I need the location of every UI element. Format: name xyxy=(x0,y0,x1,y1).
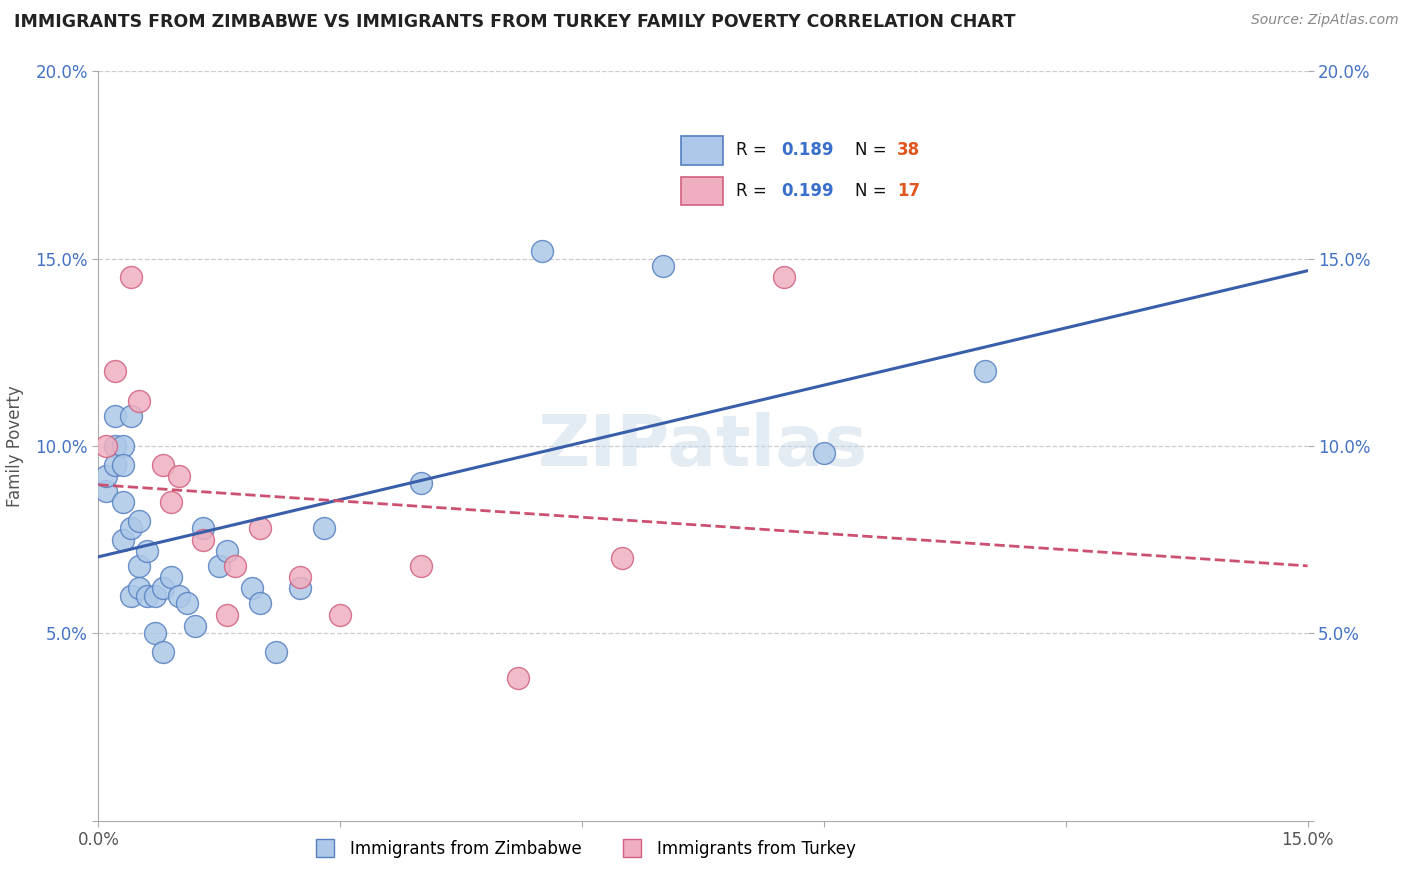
Point xyxy=(506,671,529,685)
Point xyxy=(103,439,125,453)
Point xyxy=(120,521,142,535)
Point xyxy=(135,544,157,558)
Text: 0.199: 0.199 xyxy=(782,182,834,200)
Point xyxy=(128,558,150,573)
Point xyxy=(152,645,174,659)
Point xyxy=(96,483,118,498)
Point xyxy=(135,589,157,603)
Point xyxy=(160,570,183,584)
Text: Source: ZipAtlas.com: Source: ZipAtlas.com xyxy=(1251,13,1399,28)
Point xyxy=(167,589,190,603)
Point xyxy=(111,495,134,509)
Point xyxy=(152,582,174,596)
Point xyxy=(813,446,835,460)
Point xyxy=(111,458,134,472)
Point xyxy=(217,607,239,622)
Point xyxy=(96,469,118,483)
Point xyxy=(152,458,174,472)
Point xyxy=(128,582,150,596)
Point xyxy=(111,533,134,547)
Point xyxy=(249,596,271,610)
Point xyxy=(240,582,263,596)
Point xyxy=(530,244,553,259)
Point xyxy=(143,626,166,640)
Point xyxy=(193,521,215,535)
Text: 38: 38 xyxy=(897,141,921,159)
Point xyxy=(329,607,352,622)
Point xyxy=(249,521,271,535)
Text: 17: 17 xyxy=(897,182,921,200)
Text: ZIPatlas: ZIPatlas xyxy=(538,411,868,481)
Point xyxy=(176,596,198,610)
Legend: Immigrants from Zimbabwe, Immigrants from Turkey: Immigrants from Zimbabwe, Immigrants fro… xyxy=(302,833,862,864)
Point xyxy=(167,469,190,483)
Point xyxy=(314,521,336,535)
Point xyxy=(111,439,134,453)
Point xyxy=(224,558,246,573)
Point xyxy=(208,558,231,573)
Point xyxy=(128,394,150,409)
Point xyxy=(143,589,166,603)
Point xyxy=(184,619,207,633)
Point xyxy=(103,409,125,423)
Point xyxy=(120,270,142,285)
Point xyxy=(217,544,239,558)
Point xyxy=(651,259,673,273)
Point xyxy=(193,533,215,547)
Point xyxy=(103,364,125,378)
Point xyxy=(409,558,432,573)
Point xyxy=(288,582,311,596)
Text: R =: R = xyxy=(735,141,772,159)
Point xyxy=(103,458,125,472)
Point xyxy=(288,570,311,584)
Text: 0.189: 0.189 xyxy=(782,141,834,159)
Point xyxy=(120,409,142,423)
Point xyxy=(128,514,150,528)
Point xyxy=(612,551,634,566)
Point xyxy=(409,476,432,491)
Point xyxy=(772,270,794,285)
FancyBboxPatch shape xyxy=(681,177,724,205)
FancyBboxPatch shape xyxy=(681,136,724,164)
Point xyxy=(264,645,287,659)
Text: N =: N = xyxy=(855,182,891,200)
Point xyxy=(974,364,997,378)
Y-axis label: Family Poverty: Family Poverty xyxy=(7,385,24,507)
Point xyxy=(120,589,142,603)
Point xyxy=(160,495,183,509)
Text: IMMIGRANTS FROM ZIMBABWE VS IMMIGRANTS FROM TURKEY FAMILY POVERTY CORRELATION CH: IMMIGRANTS FROM ZIMBABWE VS IMMIGRANTS F… xyxy=(14,13,1015,31)
Point xyxy=(96,439,118,453)
Text: R =: R = xyxy=(735,182,772,200)
Text: N =: N = xyxy=(855,141,891,159)
